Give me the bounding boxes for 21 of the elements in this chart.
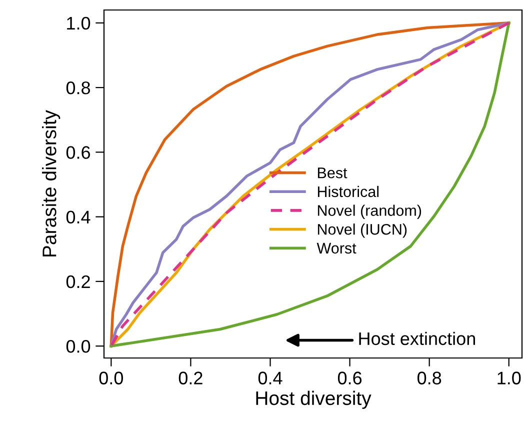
y-axis-title: Parasite diversity [42,110,60,256]
x-axis-title: Host diversity [256,390,372,409]
x-tick-label: 1.0 [498,372,521,384]
y-tick-label: 1.0 [67,16,90,30]
legend-label: Best [318,168,348,178]
legend-label: Novel (IUCN) [318,224,407,238]
x-tick-label: 0.2 [178,372,202,384]
y-tick-label: 0.0 [66,340,90,353]
y-tick-label: 0.4 [66,210,90,224]
x-tick-label: 0.6 [338,372,362,384]
x-tick-label: 0.4 [258,372,282,384]
legend-label: Novel (random) [318,204,422,219]
annotation: Host extinction [359,332,475,346]
legend-label: Worst [316,242,356,254]
x-tick-label: 0.0 [99,372,124,384]
x-tick-label: 0.8 [417,372,442,384]
line-series [110,22,510,348]
y-tick-label: 0.6 [66,146,90,159]
y-tick-label: 0.8 [66,81,90,94]
y-tick-label: 0.2 [66,275,90,288]
legend-label: Historical [318,186,379,198]
